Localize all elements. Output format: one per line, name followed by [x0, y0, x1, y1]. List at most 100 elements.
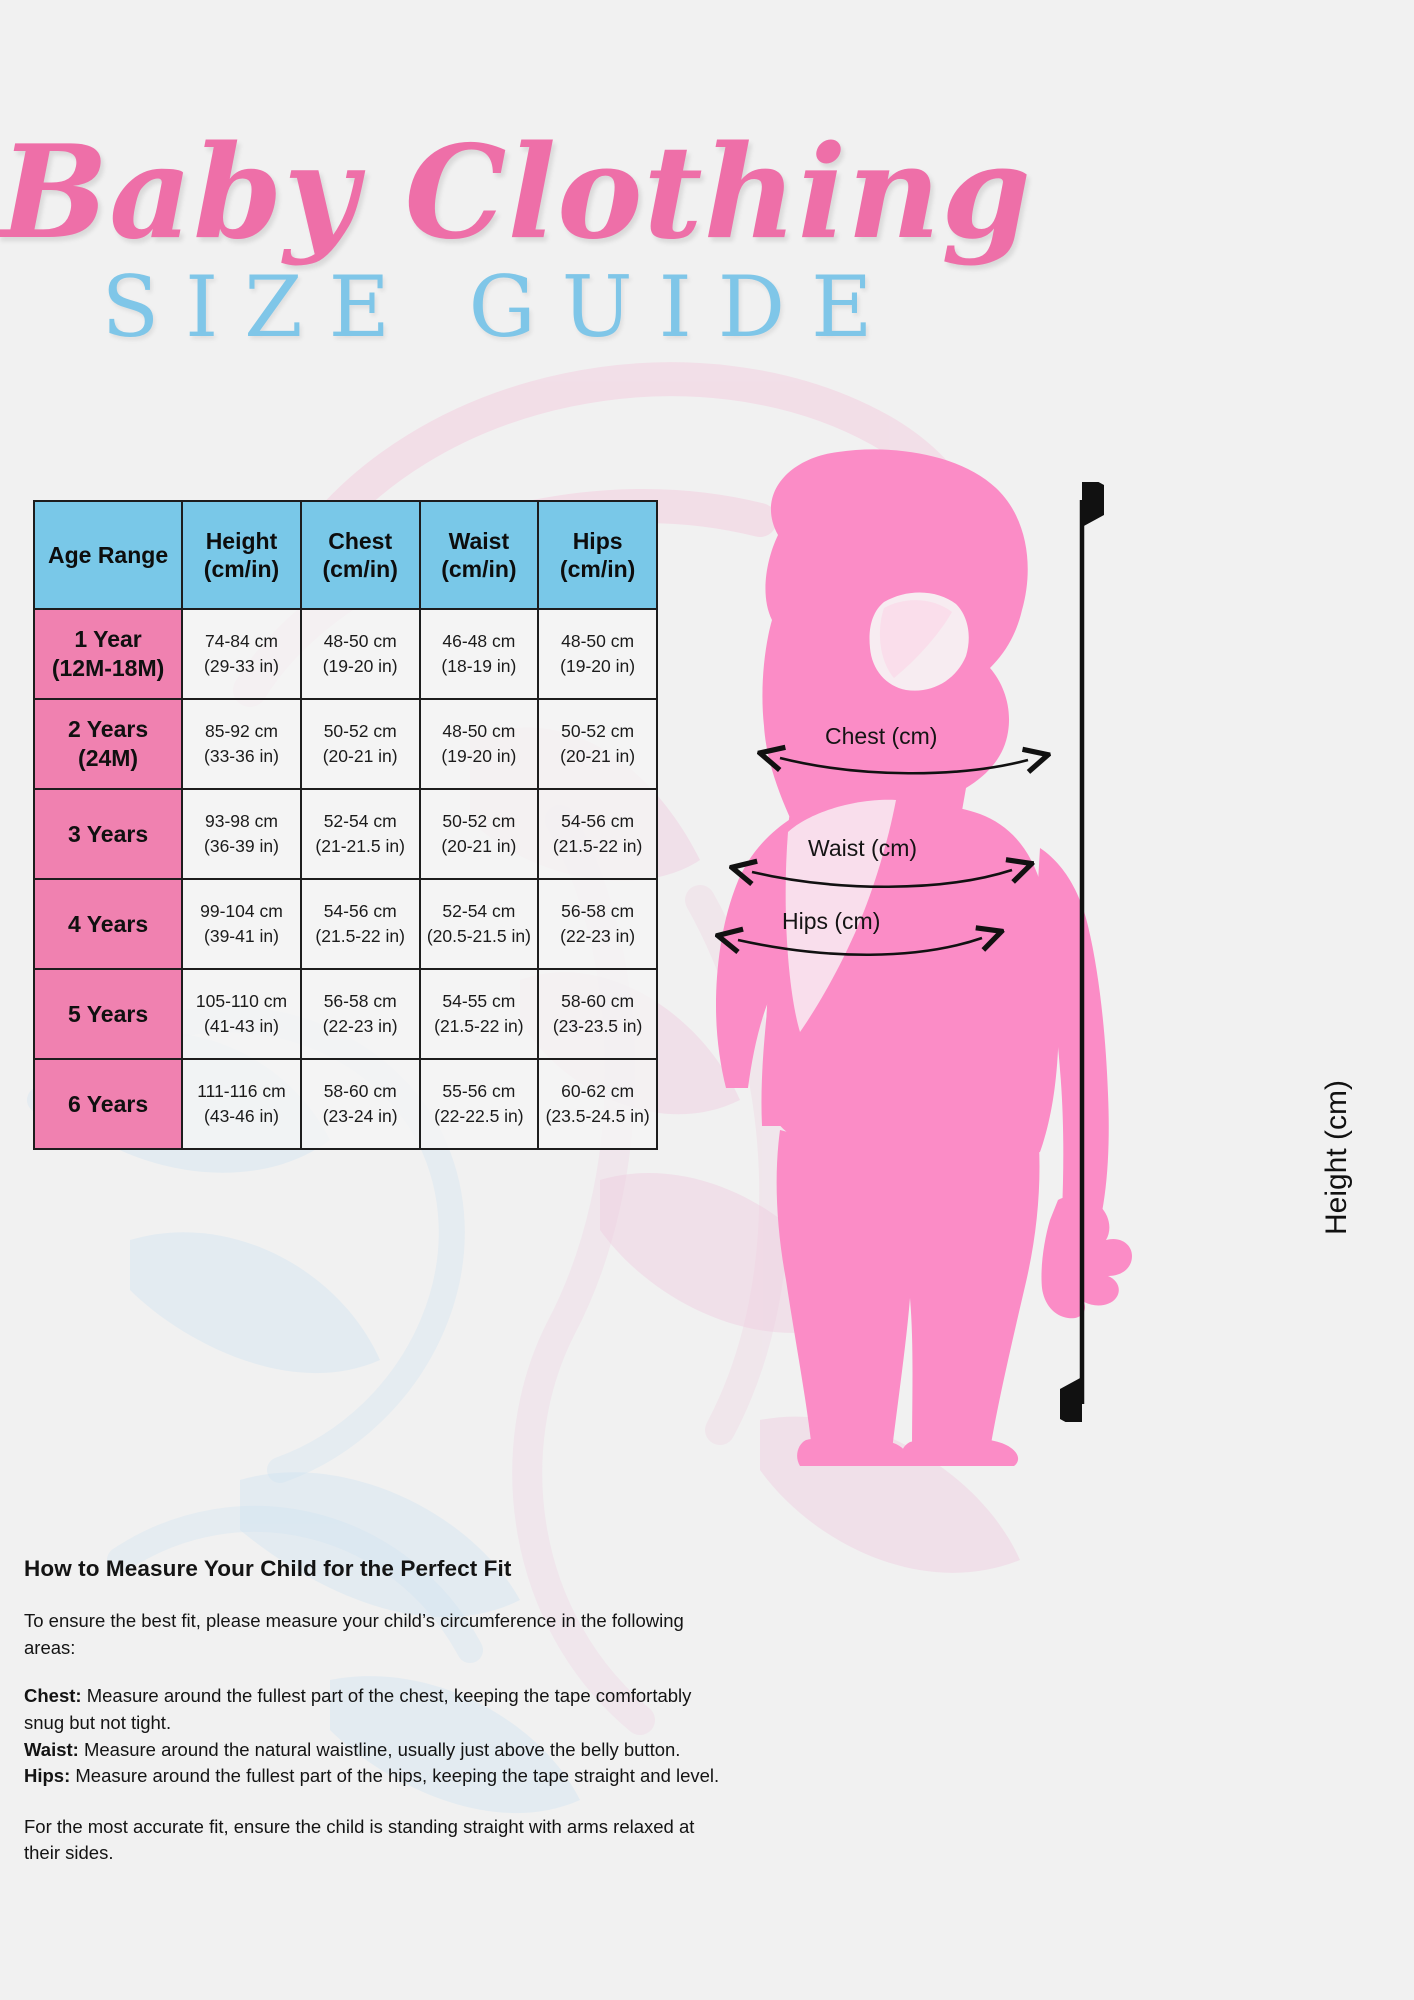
chest-cm: 50-52 cm: [323, 720, 397, 741]
table-body: 1 Year (12M-18M) 74-84 cm (29-33 in) 48-…: [32, 608, 658, 1150]
waist-cell: 54-55 cm (21.5-22 in): [418, 968, 540, 1060]
column-header-waist-line1: Waist: [448, 527, 510, 554]
chest-cell: 58-60 cm (23-24 in): [299, 1058, 421, 1150]
height-cm: 99-104 cm: [200, 900, 283, 921]
waist-cm: 50-52 cm: [442, 810, 516, 831]
age-range-line2: (12M-18M): [51, 655, 165, 681]
waist-cell: 55-56 cm (22-22.5 in): [418, 1058, 540, 1150]
chest-cm: 58-60 cm: [323, 1080, 397, 1101]
instructions-intro: To ensure the best fit, please measure y…: [24, 1610, 684, 1658]
chest-cm: 48-50 cm: [323, 630, 397, 651]
chest-arrow: [780, 758, 1028, 775]
age-range-line1: 6 Years: [67, 1090, 149, 1117]
chest-in: (21-21.5 in): [315, 836, 405, 856]
instructions-waist-label: Waist:: [24, 1738, 79, 1760]
waist-in: (20.5-21.5 in): [426, 926, 531, 946]
instructions-hips-label: Hips:: [24, 1765, 71, 1787]
hips-in: (23.5-24.5 in): [545, 1106, 650, 1126]
hips-cm: 58-60 cm: [561, 990, 635, 1011]
height-cell: 85-92 cm (33-36 in): [181, 698, 302, 790]
table-header: Age Range Height (cm/in) Chest (cm/in) W…: [32, 500, 658, 610]
hips-in: (21.5-22 in): [552, 836, 643, 856]
column-header-waist: Waist (cm/in): [418, 500, 540, 610]
hips-measure-label: Hips (cm): [782, 908, 881, 934]
hips-cell: 48-50 cm (19-20 in): [537, 608, 658, 700]
waist-cell: 46-48 cm (18-19 in): [418, 608, 540, 700]
measurement-diagram: Chest (cm) Waist (cm) Hips (cm): [660, 440, 1414, 1470]
age-range-cell: 5 Years: [32, 968, 184, 1060]
page-header: SIZE GUIDE Baby Clothing: [0, 118, 1031, 378]
column-header-chest-line2: (cm/in): [322, 556, 398, 582]
chest-in: (21.5-22 in): [315, 926, 405, 946]
column-header-chest: Chest (cm/in): [299, 500, 421, 610]
chest-in: (20-21 in): [322, 746, 398, 766]
instructions-waist-text: Measure around the natural waistline, us…: [78, 1738, 681, 1760]
chest-cell: 52-54 cm (21-21.5 in): [299, 788, 421, 880]
hips-cm: 48-50 cm: [561, 630, 635, 651]
column-header-hips-line2: (cm/in): [559, 556, 636, 582]
height-cm: 85-92 cm: [205, 720, 278, 741]
hips-cell: 56-58 cm (22-23 in): [537, 878, 658, 970]
waist-measure-label: Waist (cm): [808, 835, 918, 861]
age-range-line1: 4 Years: [67, 910, 149, 937]
age-range-cell: 4 Years: [32, 878, 184, 970]
instructions-chest: Chest: Measure around the fullest part o…: [24, 1683, 724, 1736]
hips-cell: 50-52 cm (20-21 in): [537, 698, 658, 790]
instructions-hips: Hips: Measure around the fullest part of…: [24, 1763, 724, 1790]
chest-cm: 54-56 cm: [323, 900, 397, 921]
page-subtitle: SIZE GUIDE: [101, 258, 899, 356]
silhouette-shading: [879, 600, 952, 678]
chest-in: (22-23 in): [322, 1016, 398, 1036]
instructions-chest-text: Measure around the fullest part of the c…: [24, 1685, 692, 1733]
table-row: 3 Years 93-98 cm (36-39 in) 52-54 cm (21…: [32, 788, 658, 880]
height-cm: 105-110 cm: [195, 990, 288, 1011]
instructions-hips-text: Measure around the fullest part of the h…: [70, 1765, 720, 1787]
hips-in: (20-21 in): [560, 746, 636, 766]
table-row: 4 Years 99-104 cm (39-41 in) 54-56 cm (2…: [32, 878, 658, 970]
height-in: (33-36 in): [204, 746, 279, 766]
column-header-age-range: Age Range: [32, 500, 184, 610]
waist-cell: 52-54 cm (20.5-21.5 in): [418, 878, 540, 970]
waist-cell: 50-52 cm (20-21 in): [418, 788, 540, 880]
waist-in: (19-20 in): [441, 746, 517, 766]
table-row: 6 Years 111-116 cm (43-46 in) 58-60 cm (…: [32, 1058, 658, 1150]
column-header-height-line1: Height: [205, 527, 278, 554]
instructions-chest-label: Chest:: [24, 1685, 82, 1707]
waist-cm: 46-48 cm: [442, 630, 516, 651]
hips-cell: 54-56 cm (21.5-22 in): [537, 788, 658, 880]
height-measure-label: Height (cm): [1320, 1080, 1353, 1236]
age-range-cell: 2 Years (24M): [32, 698, 184, 790]
chest-cm: 56-58 cm: [323, 990, 397, 1011]
height-cell: 105-110 cm (41-43 in): [181, 968, 302, 1060]
waist-arrow: [752, 870, 1012, 889]
column-header-height-line2: (cm/in): [203, 556, 280, 582]
column-header-age-range-line1: Age Range: [47, 541, 169, 568]
measurement-arrows: [738, 758, 1028, 957]
column-header-hips: Hips (cm/in): [537, 500, 658, 610]
hips-cell: 58-60 cm (23-23.5 in): [537, 968, 658, 1060]
height-cell: 111-116 cm (43-46 in): [181, 1058, 302, 1150]
chest-measure-label: Chest (cm): [825, 723, 938, 749]
age-range-cell: 3 Years: [32, 788, 184, 880]
waist-in: (21.5-22 in): [434, 1016, 524, 1036]
hips-in: (23-23.5 in): [552, 1016, 643, 1036]
size-chart-table: Age Range Height (cm/in) Chest (cm/in) W…: [32, 500, 658, 1150]
column-header-waist-line2: (cm/in): [441, 556, 517, 582]
instructions-waist: Waist: Measure around the natural waistl…: [24, 1737, 724, 1764]
chest-cell: 48-50 cm (19-20 in): [299, 608, 421, 700]
height-in: (36-39 in): [204, 836, 279, 856]
table-row: 2 Years (24M) 85-92 cm (33-36 in) 50-52 …: [32, 698, 658, 790]
height-cm: 111-116 cm: [197, 1080, 286, 1101]
height-cm: 74-84 cm: [205, 630, 278, 651]
table-row: 5 Years 105-110 cm (41-43 in) 56-58 cm (…: [32, 968, 658, 1060]
chest-cm: 52-54 cm: [323, 810, 397, 831]
column-header-hips-line1: Hips: [572, 527, 623, 554]
hips-in: (22-23 in): [560, 926, 636, 946]
age-range-line2: (24M): [78, 745, 139, 771]
hips-cell: 60-62 cm (23.5-24.5 in): [537, 1058, 658, 1150]
height-arrow-svg: [1060, 482, 1104, 1422]
height-in: (29-33 in): [204, 656, 279, 676]
height-in: (41-43 in): [204, 1016, 279, 1036]
age-range-line1: 2 Years: [67, 716, 149, 743]
age-range-cell: 6 Years: [32, 1058, 184, 1150]
